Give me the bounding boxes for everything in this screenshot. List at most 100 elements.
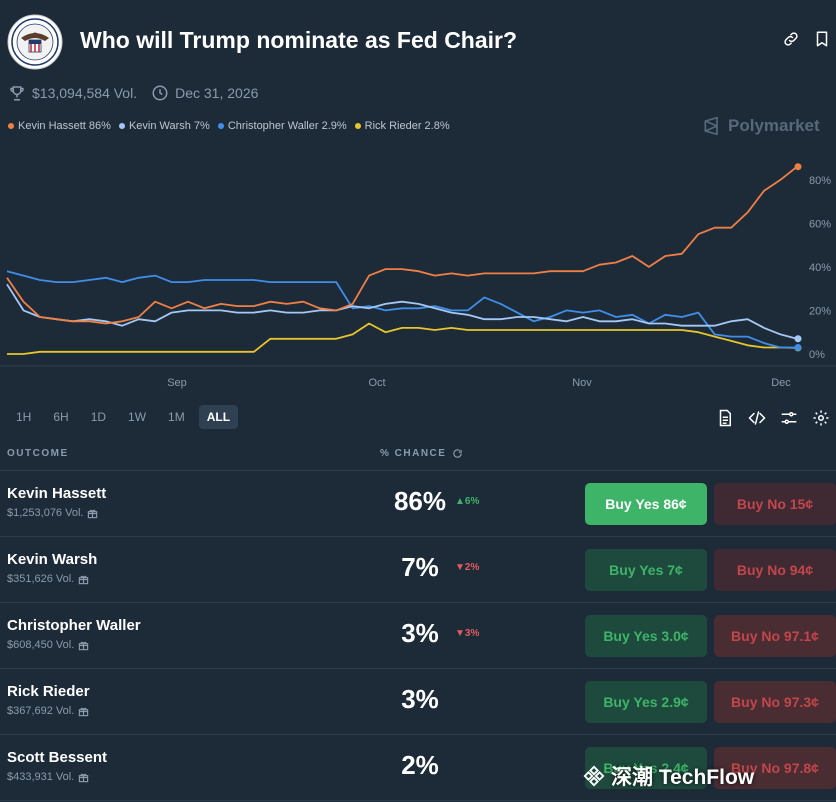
volume-text: $608,450 Vol. [7,639,75,651]
gift-icon [79,773,89,782]
range-all[interactable]: ALL [198,405,239,429]
link-icon[interactable] [782,30,800,48]
series-line-kevin-hassett [6,165,798,325]
table-row[interactable]: Rick Rieder $367,692 Vol. 3% Buy Yes 2.9… [0,669,836,735]
outcome-name: Kevin Warsh [7,551,98,568]
federal-reserve-seal-icon [7,14,63,70]
chance-delta: ▼3% [455,628,480,639]
buy-no-button[interactable]: Buy No 15¢ [714,483,836,525]
trophy-icon [10,86,24,101]
y-tick-label: 80% [809,175,831,187]
time-range-selector: 1H 6H 1D 1W 1M ALL [8,405,244,429]
legend-entry: Kevin Warsh 7% [118,120,210,132]
outcomes-table-header: OUTCOME % CHANCE [0,440,836,471]
buy-yes-button[interactable]: Buy Yes 2.9¢ [585,681,707,723]
legend-label: Kevin Warsh 7% [128,120,210,132]
outcome-chance: 2% [401,750,439,780]
legend-entry: Rick Rieder 2.8% [354,120,450,132]
x-tick-label: Oct [368,377,385,389]
bookmark-icon[interactable] [813,30,831,48]
range-1m[interactable]: 1M [168,410,185,424]
legend-label: Rick Rieder 2.8% [364,120,450,132]
y-tick-label: 60% [809,218,831,230]
chance-delta: ▲6% [455,496,480,507]
sliders-icon[interactable] [780,409,798,427]
techflow-logo-icon [583,765,605,787]
refresh-icon[interactable] [452,448,463,459]
outcome-name: Kevin Hassett [7,485,107,502]
market-title: Who will Trump nominate as Fed Chair? [80,27,518,53]
series-line-christopher-waller [6,270,797,349]
range-6h[interactable]: 6H [53,410,69,424]
x-tick-label: Dec [771,377,791,389]
outcome-name: Scott Bessent [7,749,108,766]
buy-yes-button[interactable]: Buy Yes 2.4¢ [585,747,707,789]
market-volume: $13,094,584 Vol. [32,85,138,101]
outcome-chance: 3% [401,684,439,714]
volume-text: $367,692 Vol. [7,705,75,717]
gift-icon [79,575,89,584]
embed-code-icon[interactable] [748,409,766,427]
buy-no-button[interactable]: Buy No 97.8¢ [714,747,836,789]
outcome-volume: $351,626 Vol. [7,573,89,585]
series-endpoint [794,343,802,351]
buy-yes-button[interactable]: Buy Yes 7¢ [585,549,707,591]
range-1w[interactable]: 1W [128,410,147,424]
chart-tools [702,409,830,427]
legend-entry: Christopher Waller 2.9% [217,120,347,132]
brand-name: Polymarket [728,116,820,135]
gift-icon [88,509,98,518]
outcome-chance: 3% [401,618,439,648]
polymarket-logo-icon [704,116,718,136]
outcome-volume: $433,931 Vol. [7,771,89,783]
legend-dot [217,123,224,129]
range-1d[interactable]: 1D [90,410,107,424]
chance-delta: ▼2% [455,562,480,573]
gift-icon [79,641,89,650]
volume-text: $351,626 Vol. [7,573,75,585]
buy-no-button[interactable]: Buy No 94¢ [714,549,836,591]
legend-entry: Kevin Hassett 86% [8,120,111,132]
outcome-chance: 7% [401,552,439,582]
market-meta: $13,094,584 Vol. Dec 31, 2026 [8,83,272,103]
gift-icon [79,707,89,716]
series-line-kevin-warsh [6,283,798,340]
series-line-rick-rieder [7,322,798,355]
outcome-chance: 86% [393,486,447,516]
buy-no-button[interactable]: Buy No 97.1¢ [714,615,836,657]
x-tick-label: Nov [572,377,592,389]
legend-dot [118,123,125,129]
table-row[interactable]: Scott Bessent $433,931 Vol. 2% Buy Yes 2… [0,735,836,801]
y-tick-label: 0% [809,349,825,361]
y-tick-label: 20% [809,305,831,317]
buy-no-button[interactable]: Buy No 97.3¢ [714,681,836,723]
buy-yes-button[interactable]: Buy Yes 86¢ [585,483,707,525]
market-header: Who will Trump nominate as Fed Chair? [0,0,836,80]
techflow-watermark: 深潮 TechFlow [583,761,754,791]
document-icon[interactable] [716,409,734,427]
series-endpoint [794,335,802,343]
outcome-volume: $608,450 Vol. [7,639,89,651]
y-tick-label: 40% [809,262,831,274]
outcome-volume: $1,253,076 Vol. [7,507,98,519]
outcome-header: OUTCOME [7,448,69,459]
table-row[interactable]: Kevin Hassett $1,253,076 Vol. 86% ▲6% Bu… [0,471,836,537]
chance-header: % CHANCE [380,448,447,459]
settings-gear-icon[interactable] [812,409,830,427]
watermark-text: 深潮 TechFlow [611,766,755,789]
polymarket-watermark: Polymarket [702,116,820,136]
range-1h[interactable]: 1H [16,410,32,424]
legend-dot [354,123,361,129]
legend-dot [8,123,14,129]
x-tick-label: Sep [167,377,187,389]
volume-text: $433,931 Vol. [7,771,75,783]
table-row[interactable]: Kevin Warsh $351,626 Vol. 7% ▼2% Buy Yes… [0,537,836,603]
series-endpoint [794,163,802,171]
legend-label: Christopher Waller 2.9% [227,120,347,132]
buy-yes-button[interactable]: Buy Yes 3.0¢ [585,615,707,657]
market-end-date: Dec 31, 2026 [175,85,259,101]
table-row[interactable]: Christopher Waller $608,450 Vol. 3% ▼3% … [0,603,836,669]
outcome-volume: $367,692 Vol. [7,705,89,717]
outcome-name: Christopher Waller [7,617,141,634]
probability-chart[interactable]: 80% 60% 40% 20% 0% Sep Oct Nov Dec [0,150,836,400]
